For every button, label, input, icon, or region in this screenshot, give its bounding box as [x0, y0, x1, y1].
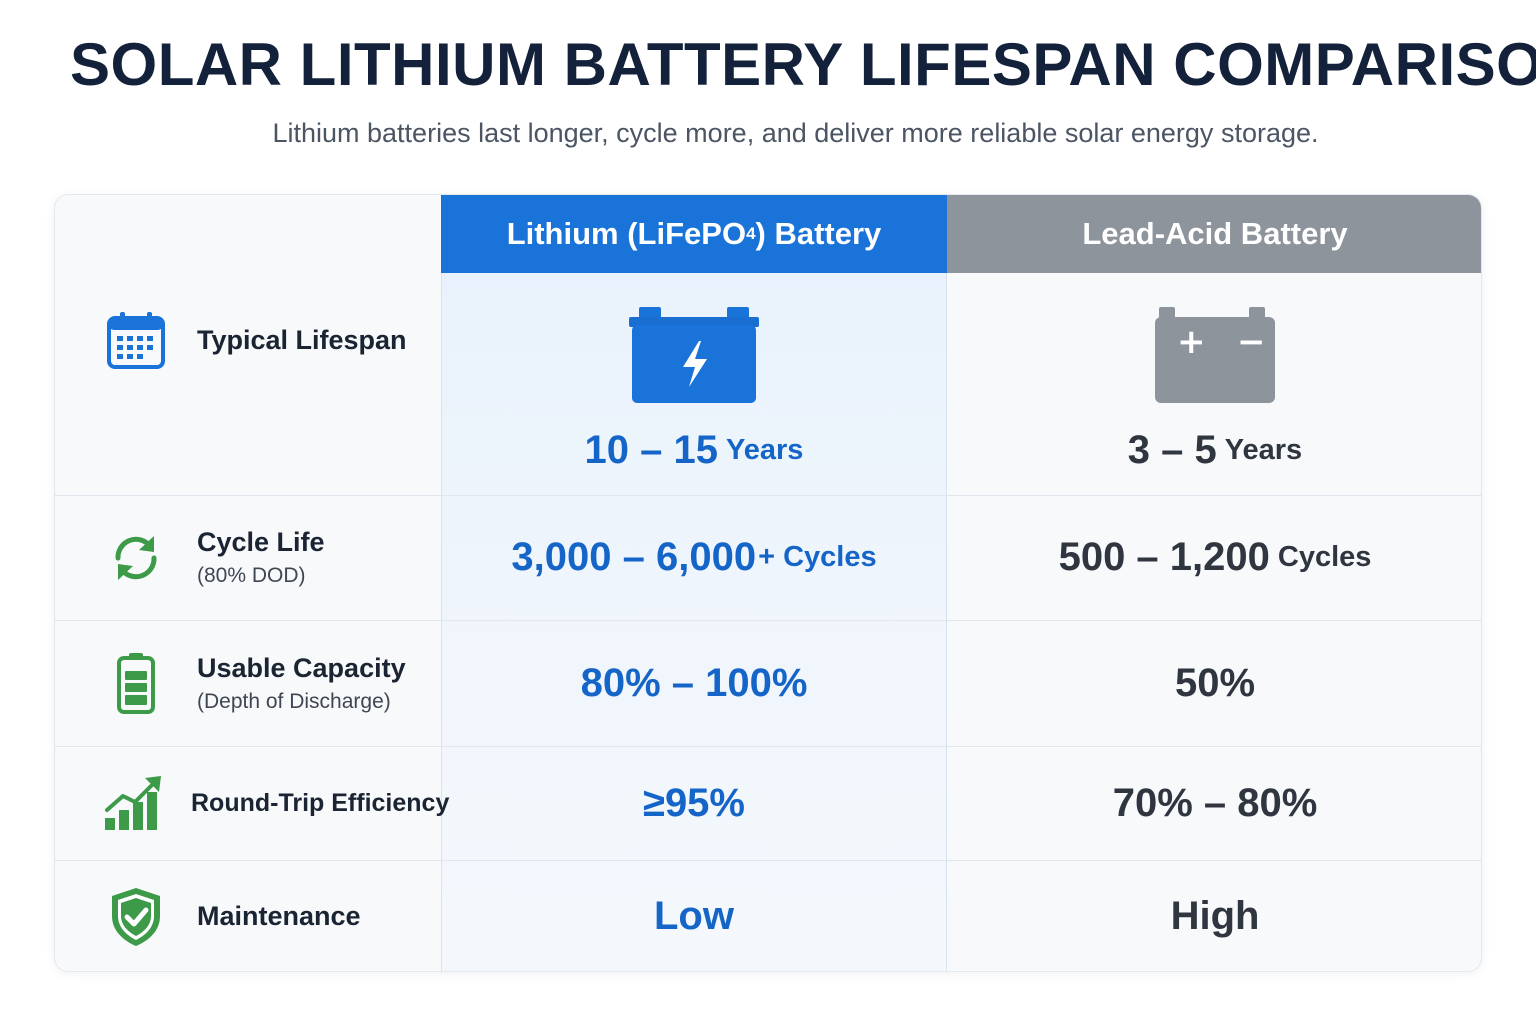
value-number: 80% – 100% — [580, 660, 808, 705]
lead-acid-maintenance-value: High — [947, 860, 1481, 971]
row-label-text: Maintenance — [197, 901, 361, 931]
row-label-round-trip-efficiency: Round-Trip Efficiency — [55, 746, 449, 860]
battery-level-icon — [103, 651, 169, 715]
value-number: 50% — [1174, 660, 1256, 705]
value-number: 500 – 1,200 — [1058, 535, 1270, 579]
value-number: ≥95% — [642, 780, 745, 825]
plus-minus-battery-icon: + − — [947, 305, 1481, 405]
row-divider — [55, 860, 1481, 861]
value-number: 10 – 15 — [584, 427, 719, 472]
lead-acid-cycle-life-value: 500 – 1,200 Cycles — [947, 495, 1481, 620]
lithium-capacity-value: 80% – 100% — [441, 620, 947, 746]
comparison-table: Lithium (LiFePO 4) Battery Lead-Acid Batt… — [54, 194, 1482, 972]
row-label-cycle-life: Cycle Life (80% DOD) — [55, 495, 441, 620]
lithium-column-header: Lithium (LiFePO 4) Battery — [441, 195, 947, 273]
lead-acid-column-header: Lead-Acid Battery — [947, 195, 1481, 273]
lightning-battery-icon — [441, 305, 947, 405]
lithium-header-prefix: Lithium (LiFePO — [506, 216, 747, 251]
row-divider — [55, 495, 1481, 496]
row-label-typical-lifespan: Typical Lifespan — [55, 305, 441, 375]
value-number: 70% – 80% — [1112, 780, 1318, 825]
lithium-cycle-life-value: 3,000 – 6,000 + Cycles — [441, 495, 947, 620]
battery-minus-sign: − — [1237, 322, 1266, 362]
value-unit: Years — [1224, 433, 1303, 466]
value-unit: Cycles — [1277, 541, 1372, 573]
lithium-efficiency-value: ≥95% — [441, 746, 947, 860]
lithium-header-subscript: 4 — [746, 224, 756, 243]
page-subtitle: Lithium batteries last longer, cycle mor… — [272, 118, 1319, 148]
growth-chart-icon — [103, 774, 163, 832]
lead-acid-efficiency-value: 70% – 80% — [947, 746, 1481, 860]
value-number: 3,000 – 6,000 — [511, 535, 757, 579]
lithium-header-suffix: ) Battery — [755, 216, 882, 251]
lithium-maintenance-value: Low — [441, 860, 947, 971]
row-label-text: Typical Lifespan — [197, 324, 407, 355]
calendar-icon — [103, 309, 169, 371]
value-unit: + Cycles — [758, 541, 877, 573]
row-divider — [55, 746, 1481, 747]
lead-acid-lifespan-value: 3 – 5 Years — [947, 420, 1481, 480]
lead-acid-capacity-value: 50% — [947, 620, 1481, 746]
row-divider — [55, 620, 1481, 621]
row-label-text: Usable Capacity — [197, 652, 406, 683]
value-number: High — [1170, 894, 1260, 938]
row-label-usable-capacity: Usable Capacity (Depth of Discharge) — [55, 620, 441, 746]
row-sublabel-text: (Depth of Discharge) — [197, 689, 391, 713]
value-number: 3 – 5 — [1127, 427, 1217, 472]
value-number: Low — [654, 894, 734, 938]
row-label-text: Cycle Life — [197, 527, 325, 557]
row-label-text: Round-Trip Efficiency — [191, 788, 450, 817]
row-sublabel-text: (80% DOD) — [197, 564, 306, 587]
row-label-maintenance: Maintenance — [55, 860, 441, 971]
lithium-lifespan-value: 10 – 15 Years — [441, 420, 947, 480]
page-title: SOLAR LITHIUM BATTERY LIFESPAN COMPARISO… — [70, 31, 1536, 98]
shield-check-icon — [103, 886, 169, 948]
cycle-arrows-icon — [103, 528, 169, 588]
battery-plus-sign: + — [1177, 322, 1206, 362]
value-unit: Years — [726, 433, 804, 466]
